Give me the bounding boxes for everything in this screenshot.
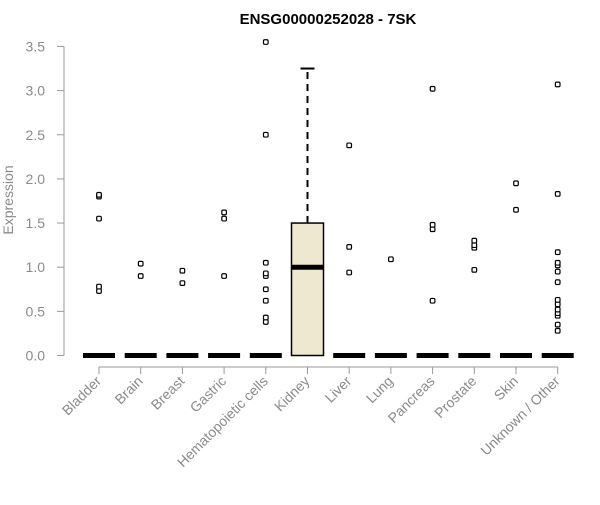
y-tick-label: 3.0	[26, 83, 46, 99]
x-tick-label: Unknown / Other	[477, 373, 563, 459]
x-tick-label: Bladder	[59, 373, 105, 419]
outlier-point	[554, 191, 561, 197]
plot-area	[83, 39, 574, 358]
outlier-point	[346, 142, 353, 149]
outlier-point	[554, 321, 561, 328]
box-group	[541, 81, 574, 358]
outlier-point	[179, 267, 186, 274]
box-group	[208, 209, 241, 358]
x-tick-label: Liver	[322, 373, 355, 406]
outlier-point	[513, 180, 519, 187]
y-tick-label: 1.0	[26, 259, 46, 275]
outlier-point	[221, 215, 228, 222]
x-tick-label: Skin	[491, 373, 522, 404]
outlier-point	[96, 283, 102, 290]
outlier-point	[429, 297, 436, 304]
y-tick-label: 0.0	[26, 348, 46, 364]
box-group	[333, 142, 366, 358]
outlier-point	[137, 260, 144, 267]
outlier-point	[262, 131, 269, 138]
outlier-point	[513, 206, 519, 213]
outlier-point	[346, 243, 353, 250]
outlier-point	[346, 269, 353, 276]
y-tick-label: 0.5	[26, 303, 46, 319]
box-group	[374, 256, 407, 358]
outlier-point	[137, 273, 144, 279]
outlier-point	[554, 259, 561, 266]
outlier-point	[471, 237, 478, 244]
outlier-point	[429, 85, 436, 92]
box-group	[500, 180, 532, 358]
y-tick-label: 3.5	[26, 38, 46, 54]
outlier-point	[221, 273, 228, 279]
box-group	[458, 237, 491, 358]
y-axis-label: Expression	[0, 165, 16, 234]
outlier-point	[262, 286, 269, 293]
box-group	[124, 260, 157, 358]
outlier-point	[554, 306, 561, 313]
x-tick-label: Prostate	[431, 373, 479, 421]
box-group	[249, 39, 282, 358]
outlier-point	[554, 296, 561, 303]
outlier-point	[388, 256, 394, 263]
chart-title: ENSG00000252028 - 7SK	[240, 11, 417, 28]
box-group	[416, 85, 449, 358]
outlier-point	[96, 215, 102, 222]
outlier-point	[262, 314, 269, 321]
y-tick-label: 2.5	[26, 127, 46, 143]
outlier-point	[554, 249, 561, 256]
x-tick-label: Breast	[148, 373, 188, 413]
y-tick-label: 2.0	[26, 171, 46, 187]
outlier-point	[429, 221, 436, 228]
outlier-point	[554, 268, 561, 275]
box-group	[290, 67, 325, 357]
outlier-point	[221, 209, 228, 216]
outlier-point	[179, 280, 186, 286]
y-axis: 0.0 0.5 1.0 1.5 2.0 2.5 3.0 3.5	[26, 38, 65, 364]
outlier-point	[471, 266, 478, 273]
outlier-point	[554, 279, 561, 286]
outlier-point	[554, 327, 561, 334]
x-tick-label: Kidney	[271, 373, 313, 415]
box-group	[166, 267, 199, 358]
box-rect	[290, 222, 325, 357]
outlier-point	[262, 270, 269, 277]
outlier-point	[262, 297, 269, 304]
outlier-point	[554, 81, 561, 88]
outlier-point	[262, 39, 269, 45]
x-tick-label: Lung	[363, 373, 396, 406]
outlier-point	[96, 191, 102, 198]
x-tick-label: Brain	[111, 373, 145, 407]
outlier-point	[262, 259, 269, 266]
y-tick-label: 1.5	[26, 215, 46, 231]
box-group	[83, 191, 115, 358]
